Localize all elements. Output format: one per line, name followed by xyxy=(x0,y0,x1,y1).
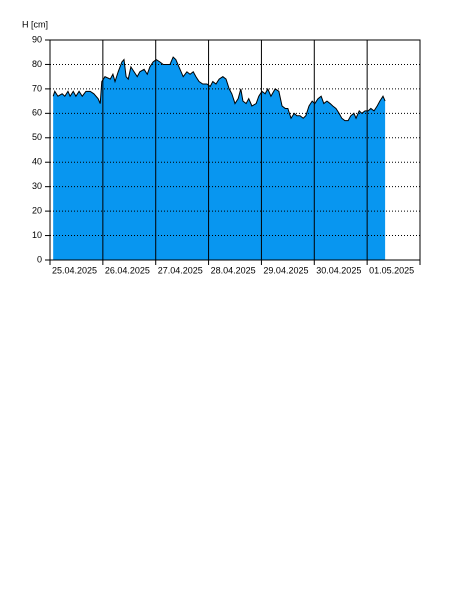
y-tick-label: 80 xyxy=(32,59,42,69)
x-tick-label: 29.04.2025 xyxy=(263,265,308,275)
x-tick-label: 25.04.2025 xyxy=(52,265,97,275)
y-tick-label: 90 xyxy=(32,34,42,44)
x-tick-label: 28.04.2025 xyxy=(211,265,256,275)
x-tick-label: 30.04.2025 xyxy=(316,265,361,275)
y-tick-label: 30 xyxy=(32,181,42,191)
y-axis-label: H [cm] xyxy=(22,19,48,29)
area xyxy=(53,57,386,260)
y-tick-label: 10 xyxy=(32,230,42,240)
x-tick-label: 01.05.2025 xyxy=(369,265,414,275)
y-tick-label: 0 xyxy=(37,254,42,264)
plot-frame xyxy=(49,39,421,261)
y-tick-label: 60 xyxy=(32,108,42,118)
x-tick-label: 26.04.2025 xyxy=(105,265,150,275)
line xyxy=(52,56,386,122)
y-tick-label: 50 xyxy=(32,132,42,142)
y-tick-label: 40 xyxy=(32,157,42,167)
y-tick-label: 20 xyxy=(32,205,42,215)
x-tick-label: 27.04.2025 xyxy=(158,265,203,275)
y-tick-label: 70 xyxy=(32,83,42,93)
